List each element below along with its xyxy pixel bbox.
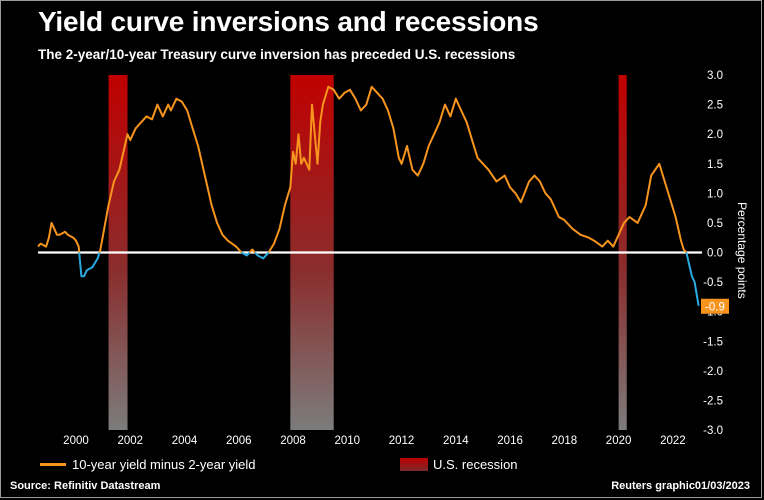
y-tick-label-1.0: 1.0 (707, 188, 723, 200)
y-tick-label-1.5: 1.5 (707, 159, 723, 171)
y-tick-label-0.5: 0.5 (707, 218, 723, 230)
x-tick-label-2022: 2022 (660, 435, 686, 447)
legend-line-swatch (40, 463, 66, 466)
last-value-label: -0.9 (705, 301, 725, 313)
series-line-segment-5 (248, 248, 256, 254)
y-tick-label--0.5: -0.5 (703, 277, 723, 289)
x-tick-label-2008: 2008 (280, 435, 306, 447)
x-tick-label-2018: 2018 (552, 435, 578, 447)
series-line-segment-6 (254, 251, 270, 260)
y-tick-label--3.0: -3.0 (703, 425, 723, 437)
x-tick-label-2010: 2010 (334, 435, 360, 447)
x-tick-label-2020: 2020 (606, 435, 632, 447)
y-tick-label-2.5: 2.5 (707, 100, 723, 112)
x-tick-label-2002: 2002 (117, 435, 143, 447)
x-tick-label-2012: 2012 (389, 435, 415, 447)
y-tick-label-0.0: 0.0 (707, 248, 723, 260)
graphic-credit: Reuters graphic01/03/2023 (611, 480, 750, 492)
y-tick-label-2.0: 2.0 (707, 129, 723, 141)
legend-recession-label: U.S. recession (433, 457, 518, 472)
x-tick-label-2004: 2004 (172, 435, 198, 447)
legend-recession-swatch (400, 458, 428, 471)
page-title: Yield curve inversions and recessions (38, 6, 539, 37)
y-axis-label: Percentage points (735, 202, 749, 299)
series-line-segment-3 (98, 97, 243, 254)
series-line-segment-1 (37, 221, 81, 253)
legend-series: 10-year yield minus 2-year yield (40, 457, 256, 472)
chart-subtitle: The 2-year/10-year Treasury curve invers… (38, 47, 516, 62)
y-tick-label--2.5: -2.5 (703, 395, 723, 407)
series-line-segment-2 (78, 252, 101, 278)
y-tick-label--1.5: -1.5 (703, 336, 723, 348)
x-tick-label-2016: 2016 (497, 435, 523, 447)
y-tick-label-3.0: 3.0 (707, 70, 723, 82)
series-line-segment-7 (267, 85, 688, 254)
series-line-segment-8 (685, 252, 700, 306)
legend-recession: U.S. recession (400, 457, 518, 472)
x-tick-label-2000: 2000 (63, 435, 89, 447)
last-value-badge (701, 298, 729, 314)
legend-series-label: 10-year yield minus 2-year yield (72, 457, 256, 472)
y-tick-label--2.0: -2.0 (703, 366, 723, 378)
x-tick-label-2006: 2006 (226, 435, 252, 447)
series-line-segment-4 (241, 251, 251, 257)
x-tick-label-2014: 2014 (443, 435, 469, 447)
source-note: Source: Refinitiv Datastream (10, 480, 161, 492)
